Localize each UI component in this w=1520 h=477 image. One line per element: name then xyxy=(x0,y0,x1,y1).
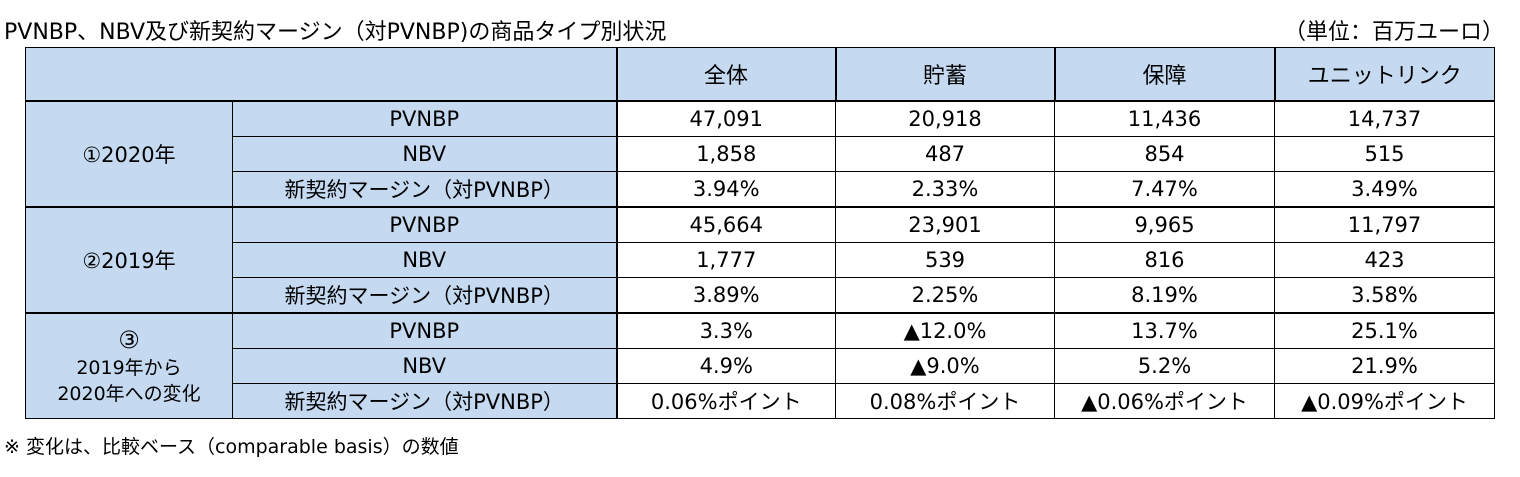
value-cell: 423 xyxy=(1274,242,1495,278)
value-cell: ▲12.0% xyxy=(835,312,1055,349)
value-cell: 47,091 xyxy=(615,100,836,137)
value-cell: 3.89% xyxy=(615,277,836,314)
table-row: NBV 1,858 487 854 515 xyxy=(26,136,1495,172)
value-cell: 9,965 xyxy=(1054,206,1275,243)
value-cell: 3.49% xyxy=(1274,171,1495,208)
group-label-number: ③ xyxy=(118,326,140,354)
value-cell: 11,797 xyxy=(1274,206,1495,243)
row-label: NBV xyxy=(232,348,617,384)
value-cell: ▲0.06%ポイント xyxy=(1054,383,1275,419)
value-cell: ▲9.0% xyxy=(835,348,1055,384)
value-cell: ▲0.09%ポイント xyxy=(1274,383,1495,419)
table-row: 新契約マージン（対PVNBP） 0.06%ポイント 0.08%ポイント ▲0.0… xyxy=(26,383,1495,419)
value-cell: 4.9% xyxy=(615,348,836,384)
value-cell: 5.2% xyxy=(1054,348,1275,384)
value-cell: 3.94% xyxy=(615,171,836,208)
row-label: PVNBP xyxy=(232,206,617,243)
value-cell: 2.25% xyxy=(835,277,1055,314)
value-cell: 3.58% xyxy=(1274,277,1495,314)
value-cell: 1,777 xyxy=(615,242,836,278)
value-cell: 2.33% xyxy=(835,171,1055,208)
column-header-savings: 貯蓄 xyxy=(834,47,1055,102)
value-cell: 20,918 xyxy=(835,100,1055,137)
table-row: NBV 1,777 539 816 423 xyxy=(26,242,1495,278)
value-cell: 21.9% xyxy=(1274,348,1495,384)
table-row: 新契約マージン（対PVNBP） 3.89% 2.25% 8.19% 3.58% xyxy=(26,277,1495,314)
value-cell: 816 xyxy=(1054,242,1275,278)
value-cell: 11,436 xyxy=(1054,100,1275,137)
group-label-change: ③ 2019年から 2020年への変化 xyxy=(25,312,233,419)
value-cell: 14,737 xyxy=(1274,100,1495,137)
value-cell: 45,664 xyxy=(615,206,836,243)
row-label: 新契約マージン（対PVNBP） xyxy=(232,383,617,419)
row-label: PVNBP xyxy=(232,100,617,137)
group-label-line1: 2019年から xyxy=(76,357,182,379)
group-label-line2: 2020年への変化 xyxy=(57,383,201,405)
value-cell: 539 xyxy=(835,242,1055,278)
header-corner xyxy=(25,47,617,102)
table-row: ③ 2019年から 2020年への変化 PVNBP 3.3% ▲12.0% 13… xyxy=(25,312,1495,419)
table-title: PVNBP、NBV及び新契約マージン（対PVNBP)の商品タイプ別状況 xyxy=(4,20,667,45)
value-cell: 1,858 xyxy=(615,136,836,172)
row-label: NBV xyxy=(232,136,617,172)
value-cell: 25.1% xyxy=(1274,312,1495,349)
value-cell: 487 xyxy=(835,136,1055,172)
value-cell: 8.19% xyxy=(1054,277,1275,314)
row-label: 新契約マージン（対PVNBP） xyxy=(232,171,617,208)
column-header-unit-linked: ユニットリンク xyxy=(1273,47,1495,102)
row-label: 新契約マージン（対PVNBP） xyxy=(232,277,617,314)
header-row: 全体 貯蓄 保障 ユニットリンク xyxy=(25,47,1495,102)
row-label: NBV xyxy=(232,242,617,278)
table-row: 新契約マージン（対PVNBP） 3.94% 2.33% 7.47% 3.49% xyxy=(26,171,1495,208)
value-cell: 854 xyxy=(1054,136,1275,172)
table-row: ②2019年 PVNBP 45,664 23,901 9,965 11,797 xyxy=(25,206,1495,314)
value-cell: 3.3% xyxy=(615,312,836,349)
footnote: ※ 変化は、比較ベース（comparable basis）の数値 xyxy=(4,436,459,458)
value-cell: 0.06%ポイント xyxy=(615,383,836,419)
group-label-2019: ②2019年 xyxy=(25,206,233,314)
table-row: ①2020年 PVNBP 47,091 20,918 11,436 14,737 xyxy=(25,100,1495,208)
table-row: NBV 4.9% ▲9.0% 5.2% 21.9% xyxy=(26,348,1495,384)
unit-label: （単位：百万ユーロ） xyxy=(1283,20,1504,45)
value-cell: 0.08%ポイント xyxy=(835,383,1055,419)
column-header-total: 全体 xyxy=(615,47,836,102)
column-header-protection: 保障 xyxy=(1053,47,1275,102)
row-label: PVNBP xyxy=(232,312,617,349)
value-cell: 7.47% xyxy=(1054,171,1275,208)
value-cell: 515 xyxy=(1274,136,1495,172)
product-type-table: 全体 貯蓄 保障 ユニットリンク ①2020年 PVNBP 47,091 20,… xyxy=(25,47,1495,419)
value-cell: 13.7% xyxy=(1054,312,1275,349)
value-cell: 23,901 xyxy=(835,206,1055,243)
group-label-2020: ①2020年 xyxy=(25,100,233,208)
